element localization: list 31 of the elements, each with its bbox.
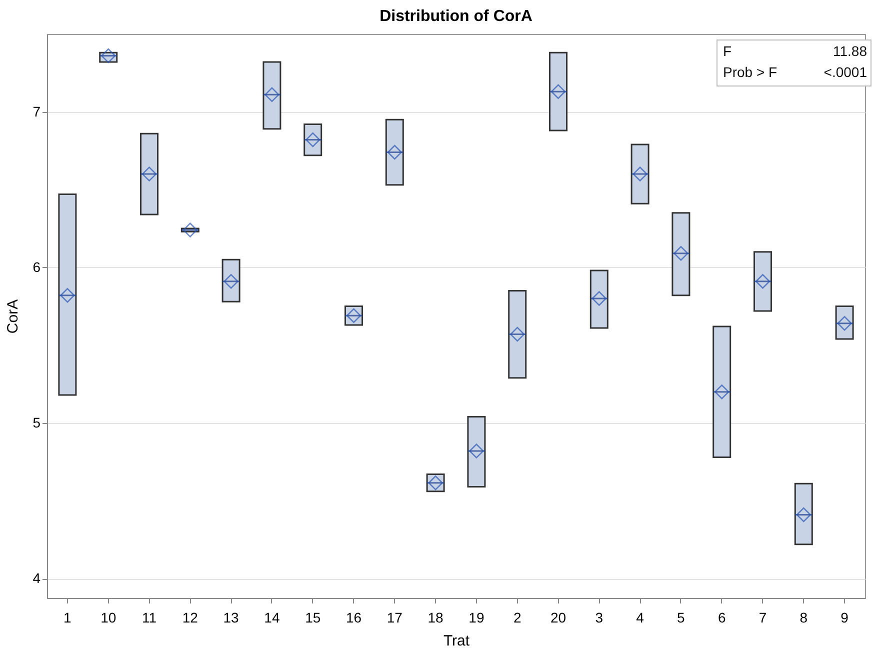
x-tick-label: 10 [100, 610, 116, 626]
x-tick-label: 7 [758, 610, 767, 626]
x-tick-label: 8 [800, 610, 808, 626]
x-tick-label: 15 [305, 610, 321, 626]
x-tick-label: 5 [677, 610, 686, 626]
y-axis-title: CorA [4, 299, 22, 334]
annotation: F [723, 43, 732, 59]
x-tick-label: 19 [468, 610, 484, 626]
annotation: Prob > F [723, 64, 778, 80]
y-tick-label: 7 [32, 103, 41, 120]
annotation: <.0001 [824, 64, 868, 80]
x-tick-label: 13 [223, 610, 240, 626]
x-tick-label: 11 [142, 610, 157, 626]
y-tick-label: 6 [32, 258, 41, 275]
x-tick-label: 6 [718, 610, 726, 626]
annotation: 11.88 [833, 43, 868, 59]
x-tick-label: 18 [428, 610, 444, 626]
x-tick-label: 3 [595, 610, 604, 626]
x-tick-label: 17 [386, 610, 403, 626]
chart-title: Distribution of CorA [380, 8, 533, 25]
x-tick-label: 16 [346, 610, 362, 626]
x-tick-label: 1 [64, 610, 72, 626]
y-tick-label: 5 [32, 414, 41, 430]
x-tick-label: 9 [840, 610, 849, 626]
x-axis-title: Trat [443, 632, 470, 650]
x-tick-label: 14 [264, 610, 280, 626]
x-tick-label: 4 [636, 610, 644, 626]
y-tick-label: 4 [32, 570, 41, 586]
x-tick-label: 12 [182, 610, 198, 626]
x-tick-label: 20 [550, 610, 566, 626]
x-tick-label: 2 [513, 610, 522, 626]
